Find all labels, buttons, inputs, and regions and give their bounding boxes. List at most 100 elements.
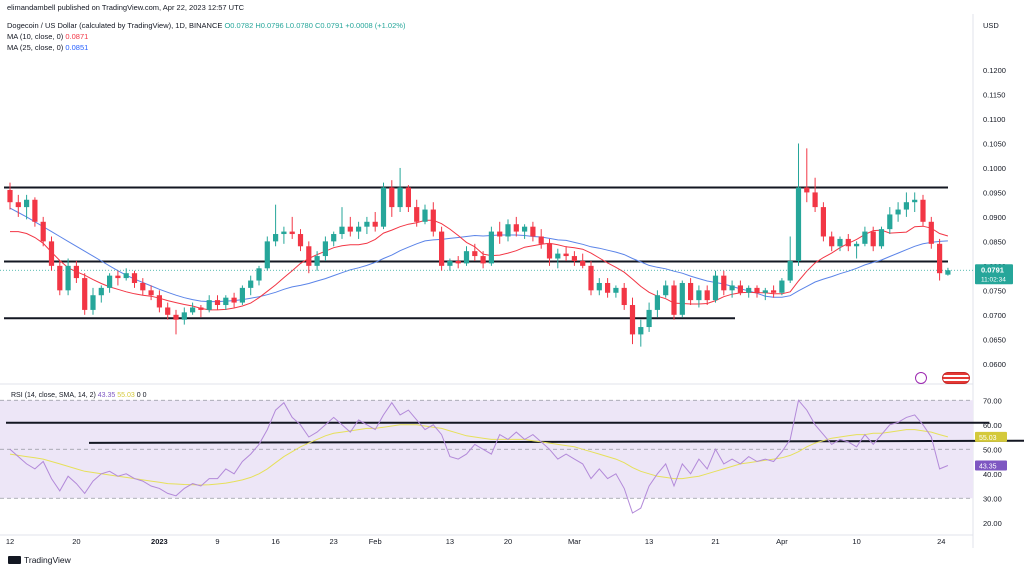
candle-body — [928, 221, 934, 244]
candle — [762, 287, 768, 301]
candle — [837, 236, 843, 252]
rsi-line — [9, 399, 949, 514]
symbol-line: Dogecoin / US Dollar (calculated by Trad… — [7, 21, 405, 31]
price-badge — [975, 264, 1013, 285]
candle — [854, 241, 860, 259]
candle-body — [123, 273, 129, 279]
ma10-legend[interactable]: MA (10, close, 0) 0.0871 — [7, 32, 88, 42]
candle — [48, 236, 55, 271]
candle-body — [746, 287, 752, 293]
axes-layer: USD0.06000.06500.07000.07500.08000.08500… — [6, 21, 1013, 546]
candle-body — [638, 327, 644, 335]
candle — [364, 216, 370, 235]
candle-body — [347, 226, 353, 232]
candle-body — [297, 234, 304, 247]
candle-body — [331, 234, 337, 242]
rsi-trend-line — [88, 439, 1024, 444]
candle — [331, 231, 337, 247]
candle — [198, 305, 204, 318]
symbol-title[interactable]: Dogecoin / US Dollar (calculated by Trad… — [7, 21, 223, 30]
candle — [654, 290, 660, 318]
candle — [273, 204, 279, 247]
candle — [920, 194, 926, 227]
rsi-legend[interactable]: RSI (14, close, SMA, 14, 2) 43.35 55.03 … — [11, 392, 146, 399]
candle-body — [190, 307, 196, 313]
candle — [322, 236, 328, 261]
ma25-legend[interactable]: MA (25, close, 0) 0.0851 — [7, 43, 88, 53]
candle — [546, 238, 553, 266]
price-tick-label: 0.0650 — [983, 335, 1006, 344]
ma10-value: 0.0871 — [65, 32, 89, 41]
candle-body — [15, 202, 21, 208]
event-flag-icon[interactable] — [915, 372, 927, 384]
us-flag-icon[interactable] — [942, 372, 970, 384]
candle — [887, 207, 893, 235]
candle — [165, 302, 171, 320]
rsi-tick-label: 30.00 — [983, 494, 1002, 503]
candle — [605, 278, 611, 298]
candle-body — [231, 297, 237, 303]
rsi-ma-line — [9, 424, 949, 486]
candle-body — [148, 290, 154, 296]
candle — [820, 202, 826, 242]
candle — [878, 226, 885, 249]
tradingview-logo-icon — [8, 556, 21, 564]
candle — [613, 285, 619, 298]
candle-body — [57, 265, 63, 291]
candle-body — [98, 287, 104, 296]
candle — [505, 219, 511, 242]
candle — [704, 285, 710, 306]
time-tick-label: 23 — [330, 537, 338, 546]
candle-body — [538, 236, 544, 244]
candlestick-series — [7, 143, 951, 347]
candle-body — [82, 278, 88, 310]
candle-body — [273, 234, 279, 242]
candle-body — [546, 243, 553, 259]
candle-body — [854, 243, 860, 247]
candle — [57, 260, 63, 296]
candle-body — [73, 265, 79, 279]
candle-body — [895, 209, 901, 215]
candle-body — [721, 275, 727, 291]
candle — [7, 182, 13, 210]
candle-body — [812, 192, 818, 208]
candle-body — [239, 287, 245, 303]
price-tick-label: 0.0700 — [983, 311, 1006, 320]
candle — [663, 280, 669, 298]
candle — [447, 258, 453, 271]
candle — [646, 302, 652, 332]
candle — [248, 275, 254, 296]
candle-body — [48, 241, 55, 266]
candle — [555, 248, 561, 269]
candle — [389, 180, 395, 217]
rsi-label: RSI (14, close, SMA, 14, 2) — [11, 392, 96, 399]
candle-body — [829, 236, 835, 247]
candle-body — [522, 226, 528, 232]
candle — [397, 167, 403, 212]
candle-body — [165, 307, 171, 315]
rsi-band — [0, 399, 973, 499]
candle — [638, 319, 644, 347]
candle-body — [32, 199, 38, 222]
candle-body — [878, 229, 885, 247]
candle-body — [754, 287, 760, 293]
candle-body — [505, 224, 511, 237]
candle — [347, 216, 353, 237]
time-tick-label: 20 — [504, 537, 512, 546]
candle-body — [356, 226, 362, 232]
price-tick-label: 0.1100 — [983, 115, 1005, 124]
candle-body — [920, 199, 926, 222]
candle-body — [372, 221, 378, 227]
candle-body — [206, 300, 212, 310]
candle — [712, 270, 719, 303]
candle — [771, 285, 777, 298]
price-tick-label: 0.1050 — [983, 139, 1006, 148]
ma25-line — [9, 207, 948, 303]
candle-body — [530, 226, 536, 237]
candle-body — [90, 295, 96, 310]
candle-body — [256, 268, 262, 281]
candle — [140, 278, 146, 296]
candle — [439, 226, 445, 271]
candle — [90, 287, 96, 315]
